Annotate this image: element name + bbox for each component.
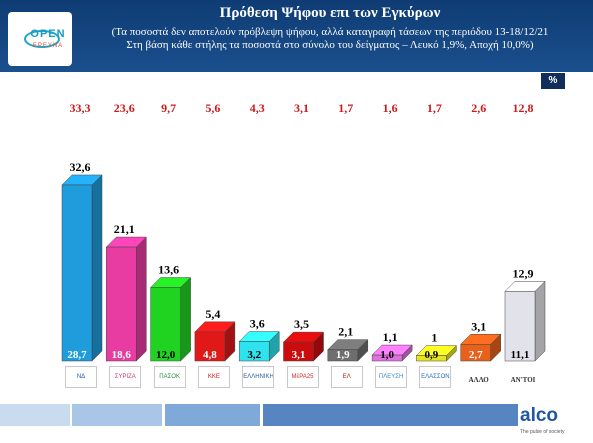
top-value-label: 4,3 — [250, 101, 265, 115]
bar — [61, 184, 93, 362]
bar — [371, 354, 403, 362]
percent-badge: % — [541, 73, 565, 89]
top-value-label: 1,7 — [338, 101, 353, 115]
top-value-label: 33,3 — [70, 101, 91, 115]
top-value-label: 9,7 — [161, 101, 176, 115]
bar-side — [136, 236, 147, 362]
bar-base-label: 3,2 — [247, 349, 261, 361]
footer-stripe — [263, 404, 518, 426]
bar — [416, 355, 447, 362]
party-logo-icon: ΕΛ — [330, 366, 363, 388]
alco-tagline: The pulse of society — [520, 429, 565, 435]
party-logo-icon: ΠΑΣΟΚ — [153, 366, 186, 388]
party-logo-icon: ΜέΡΑ25 — [286, 366, 319, 388]
bar-base-label: 1,0 — [380, 349, 394, 361]
bar-base-label: 2,7 — [469, 349, 483, 361]
bar-base-label: 12,0 — [156, 349, 176, 361]
bar-side — [91, 174, 103, 362]
logo-main-text: OPEN — [30, 28, 66, 40]
top-value-label: 3,1 — [294, 101, 309, 115]
bar-value-label: 3,1 — [471, 319, 486, 333]
bar-base-label: 1,9 — [336, 349, 350, 361]
bar-value-label: 32,6 — [70, 160, 91, 174]
top-value-label: 2,6 — [471, 101, 486, 115]
party-logo-icon: ΝΔ — [65, 366, 97, 388]
bar — [150, 287, 181, 362]
bar-value-label: 1,1 — [383, 330, 398, 344]
alco-logo: alco — [520, 405, 559, 426]
top-value-label: 1,7 — [427, 101, 442, 115]
chart-subtitle-line1: (Τα ποσοστά δεν αποτελούν πρόβλεψη ψήφου… — [111, 26, 549, 38]
bar — [327, 349, 359, 362]
bar — [283, 341, 314, 362]
header-banner: OPEN ΕΡΕΥΝΑ Πρόθεση Ψήφου επι των Εγκύρω… — [0, 0, 593, 72]
top-value-label: 12,8 — [513, 101, 534, 115]
top-value-label: 1,6 — [383, 101, 398, 115]
bar-value-label: 3,6 — [250, 317, 265, 331]
logo-ring-icon — [24, 30, 60, 48]
party-logo-icon: ΣΥΡΙΖΑ — [109, 366, 142, 388]
bar-value-label: 5,4 — [205, 307, 220, 321]
bar-base-label: 4,8 — [203, 349, 217, 361]
top-value-label: 23,6 — [114, 101, 135, 115]
footer-stripe — [165, 404, 260, 426]
footer-stripe — [72, 404, 162, 426]
bar-side — [180, 276, 191, 362]
bar-value-label: 3,5 — [294, 317, 309, 331]
bar — [460, 344, 491, 362]
open-logo: OPEN ΕΡΕΥΝΑ — [8, 12, 72, 66]
bar-side — [534, 280, 546, 362]
party-logo-icon: ΕΛΛΗΝΙΚΗ ΛΥΣΗ — [242, 366, 275, 388]
category-label: ΑΝ'ΤΟΙ — [511, 376, 536, 384]
bar — [194, 331, 226, 362]
bar-base-label: 18,6 — [112, 349, 132, 361]
bar-base-label: 11,1 — [511, 349, 530, 361]
bar-base-label: 3,1 — [292, 349, 306, 361]
chart-subtitle-line2: Στη βάση κάθε στήλης τα ποσοστά στο σύνο… — [126, 39, 534, 51]
top-value-label: 5,6 — [205, 101, 220, 115]
bar-value-label: 12,9 — [513, 266, 534, 280]
party-logo-icon: ΠΛΕΥΣΗ — [375, 366, 408, 388]
party-logo-icon: ΕΛΑΣΣΟΝ — [419, 366, 452, 388]
logo-sub-text: ΕΡΕΥΝΑ — [32, 43, 64, 49]
bar — [504, 291, 536, 362]
bar — [106, 246, 137, 362]
chart-title: Πρόθεση Ψήφου επι των Εγκύρων — [219, 5, 441, 21]
bar-base-label: 28,7 — [67, 349, 87, 361]
bar-value-label: 13,6 — [158, 263, 179, 277]
bar-value-label: 1 — [431, 331, 437, 345]
bar-value-label: 21,1 — [114, 222, 135, 236]
bar-value-label: 2,1 — [338, 325, 353, 339]
party-logo-icon: ΚΚΕ — [197, 366, 230, 388]
bar-base-label: 0,9 — [425, 349, 439, 361]
footer-stripe — [0, 404, 70, 426]
category-label: ΑΛΛΟ — [469, 376, 490, 384]
bar — [238, 341, 270, 362]
